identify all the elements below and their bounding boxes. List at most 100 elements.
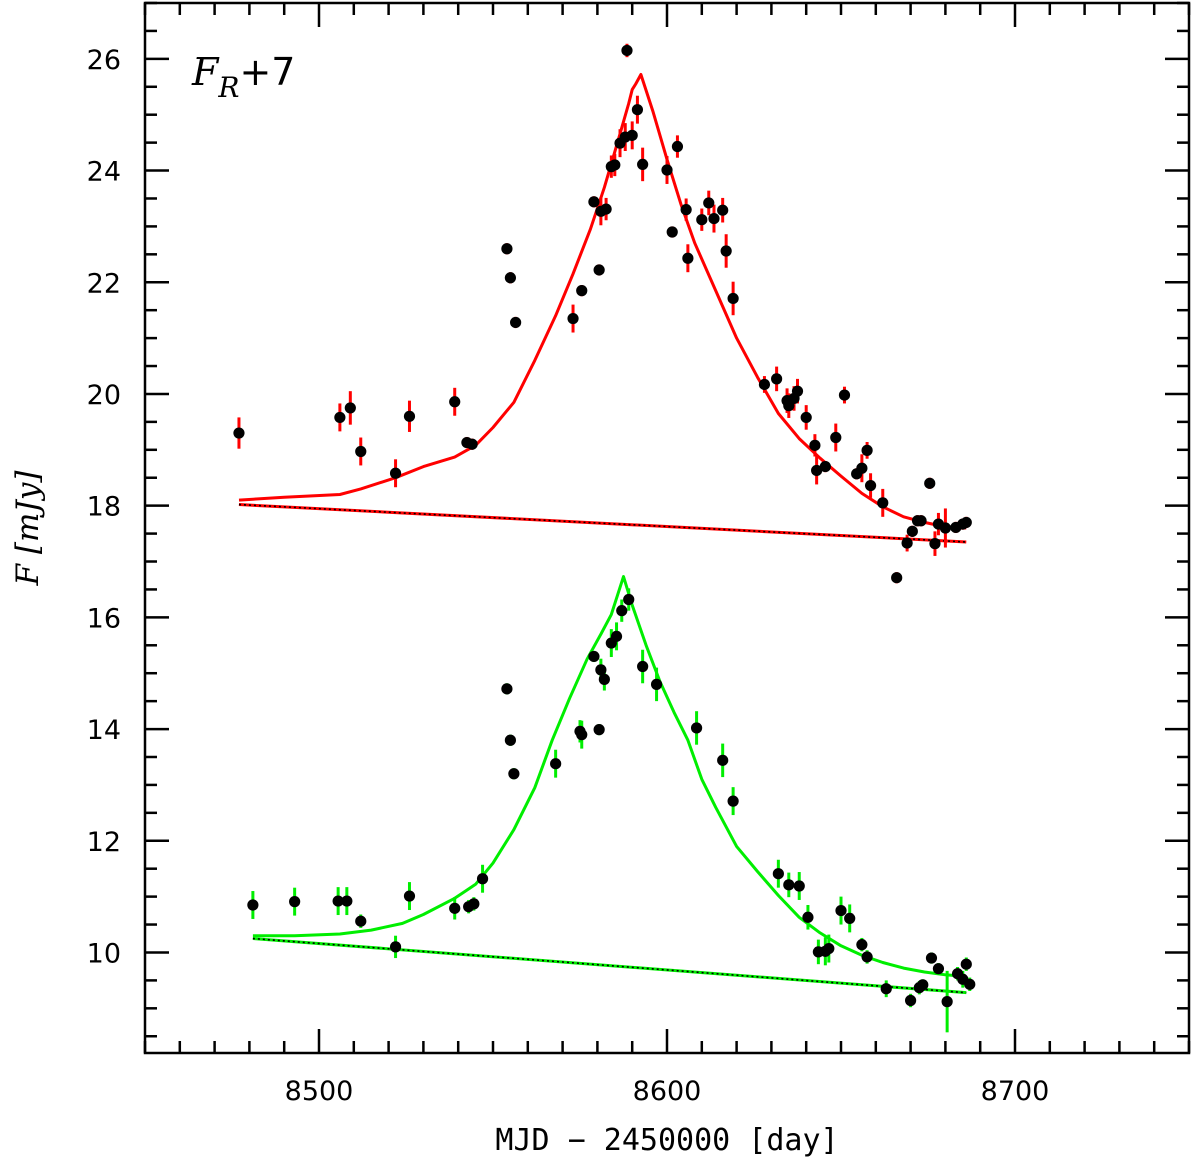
data-point-r (510, 316, 522, 329)
data-point-v (917, 979, 929, 991)
data-point-v (289, 896, 301, 908)
data-point-v (598, 673, 610, 685)
data-point-r (661, 164, 673, 176)
data-point-v (389, 941, 402, 953)
data-point-r (344, 402, 356, 414)
data-point-r (819, 460, 831, 473)
data-point-v (856, 939, 868, 951)
data-point-r (576, 285, 588, 297)
data-point-r (960, 516, 972, 529)
data-point-v (650, 678, 663, 690)
data-point-v (861, 951, 873, 963)
x-tick-label: 8600 (633, 1076, 702, 1107)
data-point-r (811, 464, 823, 477)
data-point-v (341, 895, 353, 907)
data-point-r (727, 292, 739, 305)
data-point-r (588, 196, 600, 208)
data-point-v (332, 895, 344, 907)
data-point-v (964, 978, 976, 990)
data-point-r (593, 264, 605, 276)
data-point-r (355, 445, 367, 458)
y-tick-label: 22 (87, 268, 121, 299)
data-point-r (771, 373, 783, 385)
data-point-v (504, 734, 516, 746)
data-point-v (595, 664, 607, 676)
data-point-v (932, 963, 945, 975)
data-point-r (334, 411, 346, 424)
data-point-v (610, 630, 623, 642)
data-point-v (727, 795, 739, 807)
data-point-v (772, 868, 784, 880)
data-point-v (941, 996, 953, 1008)
data-point-r (915, 515, 927, 527)
model-curve-v (252, 575, 967, 978)
data-point-r (891, 572, 903, 584)
data-point-v (623, 593, 635, 606)
data-point-r (389, 467, 402, 479)
data-point-v (690, 722, 703, 734)
data-point-v (501, 683, 513, 695)
data-point-v (960, 958, 972, 970)
x-axis-title: MJD − 2450000 [day] (495, 1123, 838, 1158)
data-point-r (861, 444, 873, 456)
data-point-r (449, 396, 461, 408)
data-point-v (508, 768, 520, 780)
data-point-v (905, 994, 917, 1007)
data-point-v (835, 904, 847, 917)
data-point-v (588, 650, 600, 663)
data-point-v (550, 758, 562, 770)
data-point-r (696, 214, 708, 226)
data-point-v (637, 660, 649, 673)
model-curves (238, 73, 967, 978)
data-point-v (783, 879, 795, 891)
data-point-r (403, 410, 416, 422)
data-point-r (600, 203, 612, 215)
baseline-r (238, 503, 967, 544)
data-point-v (880, 983, 892, 995)
data-point-v (925, 952, 938, 964)
data-point-r (791, 385, 804, 397)
x-tick-label: 8500 (285, 1076, 354, 1107)
data-points (233, 44, 976, 1008)
data-point-v (476, 873, 489, 885)
data-point-v (403, 890, 416, 902)
data-point-r (939, 522, 952, 534)
data-point-v (355, 915, 367, 927)
data-point-v (616, 605, 628, 617)
data-point-r (609, 159, 621, 171)
y-tick-label: 18 (87, 492, 121, 523)
y-tick-label: 12 (87, 827, 121, 858)
data-point-r (501, 243, 513, 255)
data-point-v (576, 729, 588, 741)
data-point-r (924, 477, 936, 489)
data-point-v (468, 898, 480, 910)
data-point-r (800, 411, 812, 424)
x-tick-label: 8700 (981, 1076, 1050, 1107)
data-point-r (666, 226, 678, 238)
data-point-r (626, 129, 638, 141)
data-point-r (621, 44, 633, 57)
data-point-r (637, 158, 649, 171)
data-point-r (720, 245, 732, 257)
y-tick-label: 26 (87, 45, 121, 76)
data-point-v (247, 899, 259, 911)
data-point-r (906, 525, 918, 537)
y-tick-label: 14 (87, 715, 121, 746)
plot-frame (143, 1, 1191, 1055)
data-point-v (802, 911, 814, 923)
data-point-r (466, 438, 478, 450)
y-tick-label: 24 (87, 157, 121, 188)
data-point-v (793, 880, 805, 892)
y-tick-label: 16 (87, 603, 121, 634)
data-point-v (823, 942, 835, 955)
data-point-r (567, 312, 579, 325)
data-point-r (703, 197, 715, 209)
data-point-r (504, 272, 516, 284)
data-point-r (830, 431, 842, 444)
data-point-r (809, 439, 821, 451)
data-point-r (708, 212, 720, 225)
data-point-r (717, 204, 729, 216)
data-point-r (758, 378, 771, 391)
tick-labels: 8500 8600 8700 10 12 14 16 18 20 22 24 26 (87, 45, 1050, 1107)
